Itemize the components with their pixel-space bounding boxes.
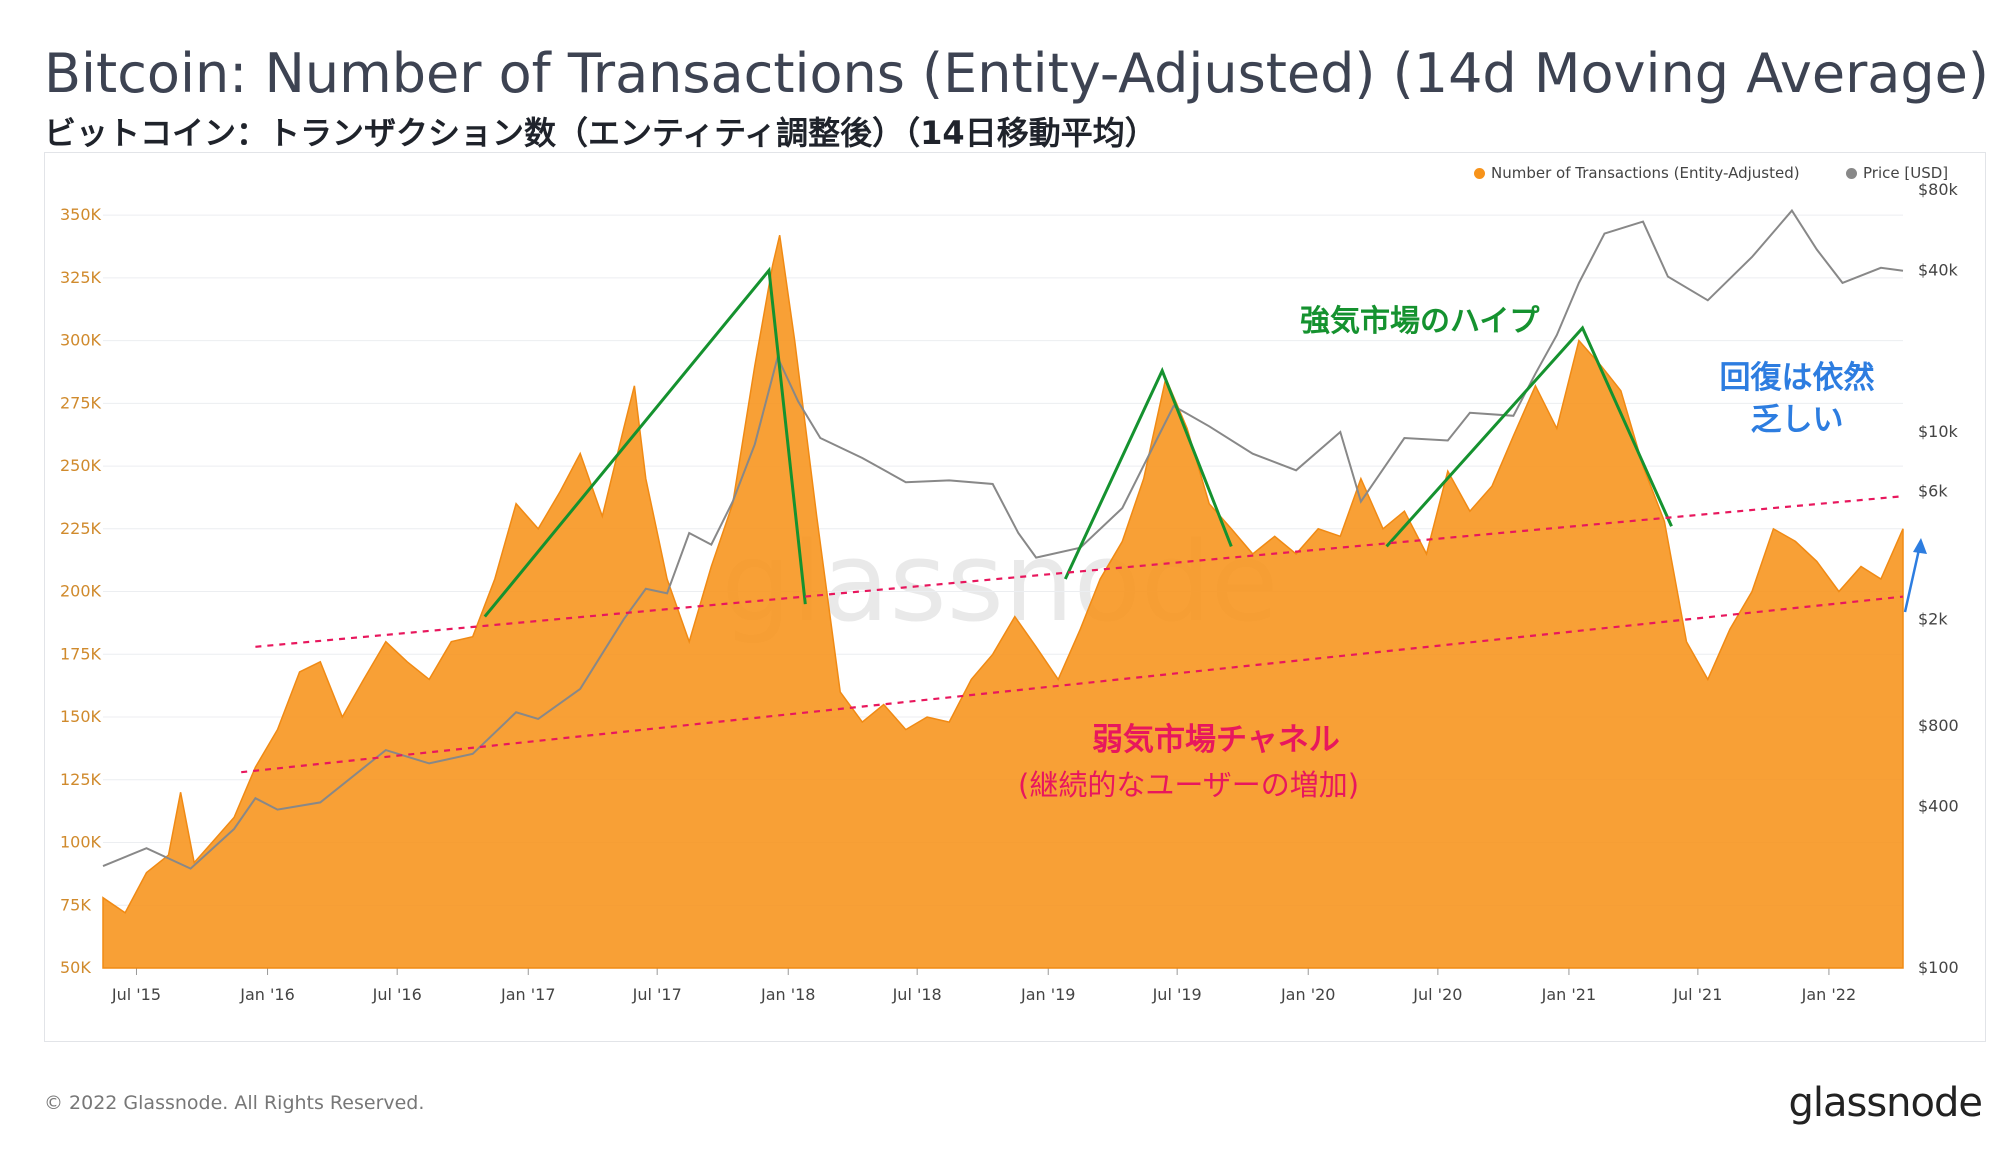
y-left-tick-label: 200K: [60, 582, 102, 601]
legend-label-price: Price [USD]: [1863, 164, 1949, 182]
y-left-tick-label: 225K: [60, 519, 102, 538]
chart-subtitle: ビットコイン：トランザクション数（エンティティ調整後）（14日移動平均）: [44, 114, 1157, 152]
y-left-tick-label: 350K: [60, 205, 102, 224]
annotation-user-growth: (継続的なユーザーの増加): [1018, 768, 1359, 802]
x-tick-label: Jul '17: [632, 985, 682, 1004]
y-left-tick-label: 100K: [60, 833, 102, 852]
x-tick-label: Jan '21: [1541, 985, 1597, 1004]
y-left-tick-label: 325K: [60, 268, 102, 287]
annotation-bear-channel: 弱気市場チャネル: [1092, 722, 1340, 758]
x-tick-label: Jan '17: [500, 985, 556, 1004]
y-left-tick-label: 300K: [60, 331, 102, 350]
y-right-tick-label: $40k: [1918, 261, 1959, 280]
y-right-tick-label: $80k: [1918, 180, 1959, 199]
y-left-tick-label: 150K: [60, 707, 102, 726]
x-tick-label: Jan '20: [1280, 985, 1336, 1004]
y-right-tick-label: $6k: [1918, 481, 1948, 500]
recovery-arrow: [1903, 544, 1922, 613]
legend-item-price[interactable]: Price [USD]: [1846, 164, 1948, 182]
trend-hype-line: [483, 266, 807, 618]
trend-hype-line: [1063, 366, 1233, 580]
legend-dot-price: [1846, 168, 1857, 179]
x-tick-label: Jul '15: [111, 985, 161, 1004]
chart-frame: [44, 152, 1986, 1042]
x-tick-label: Jan '19: [1020, 985, 1076, 1004]
legend-item-transactions[interactable]: Number of Transactions (Entity-Adjusted): [1474, 164, 1800, 182]
y-right-tick-label: $10k: [1918, 422, 1959, 441]
y-left-tick-label: 125K: [60, 770, 102, 789]
annotation-bull-hype: 強気市場のハイプ: [1300, 304, 1540, 339]
recovery-arrow-head: [1913, 538, 1927, 554]
x-tick-label: Jul '20: [1412, 985, 1462, 1004]
legend-dot-transactions: [1474, 168, 1485, 179]
y-left-tick-label: 75K: [60, 895, 91, 914]
glassnode-logo[interactable]: glassnode: [1788, 1080, 1983, 1126]
annotation-recovery-line1: 回復は依然: [1720, 360, 1875, 396]
x-tick-label: Jan '18: [760, 985, 816, 1004]
y-right-tick-label: $100: [1918, 958, 1959, 977]
y-left-tick-label: 175K: [60, 644, 102, 663]
x-tick-label: Jul '21: [1672, 985, 1722, 1004]
y-left-tick-label: 50K: [60, 958, 91, 977]
y-left-tick-label: 250K: [60, 456, 102, 475]
trend-hype-line: [1385, 325, 1673, 548]
series-transactions-area: [102, 235, 1904, 969]
x-tick-label: Jul '16: [372, 985, 422, 1004]
chart-title: Bitcoin: Number of Transactions (Entity-…: [44, 42, 1989, 105]
x-tick-label: Jan '16: [239, 985, 295, 1004]
annotation-recovery-line2: 乏しい: [1751, 402, 1844, 438]
x-tick-label: Jul '19: [1152, 985, 1202, 1004]
y-right-tick-label: $2k: [1918, 609, 1948, 628]
y-right-tick-label: $800: [1918, 716, 1959, 735]
copyright-text: © 2022 Glassnode. All Rights Reserved.: [44, 1092, 425, 1114]
legend-label-transactions: Number of Transactions (Entity-Adjusted): [1491, 164, 1800, 182]
y-left-tick-label: 275K: [60, 393, 102, 412]
series-price-line: [102, 208, 1904, 870]
trend-channel-lower: [241, 595, 1904, 774]
y-right-tick-label: $400: [1918, 797, 1959, 816]
x-tick-label: Jan '22: [1801, 985, 1857, 1004]
x-tick-label: Jul '18: [892, 985, 942, 1004]
